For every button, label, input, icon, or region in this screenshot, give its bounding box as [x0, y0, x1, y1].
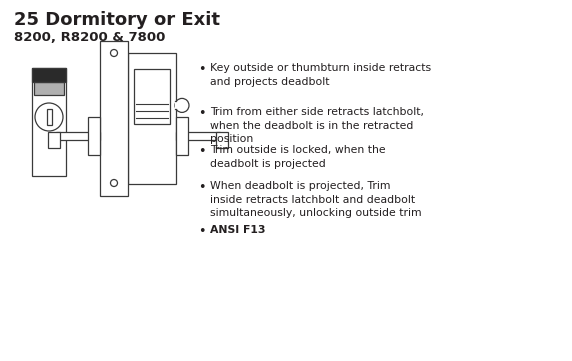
Bar — [48, 132, 60, 148]
Bar — [32, 68, 66, 176]
Bar — [34, 82, 64, 95]
Bar — [32, 68, 66, 82]
Text: 25 Dormitory or Exit: 25 Dormitory or Exit — [14, 11, 220, 29]
Circle shape — [35, 103, 63, 131]
Text: ANSI F13: ANSI F13 — [210, 225, 265, 235]
Text: 8200, R8200 & 7800: 8200, R8200 & 7800 — [14, 31, 165, 44]
Text: •: • — [198, 145, 205, 158]
Circle shape — [110, 179, 117, 187]
Text: Key outside or thumbturn inside retracts
and projects deadbolt: Key outside or thumbturn inside retracts… — [210, 63, 431, 87]
Text: •: • — [198, 181, 205, 194]
Bar — [56, 132, 100, 140]
Circle shape — [110, 49, 117, 57]
Text: •: • — [198, 107, 205, 120]
Bar — [176, 132, 220, 140]
Text: Trim outside is locked, when the
deadbolt is projected: Trim outside is locked, when the deadbol… — [210, 145, 386, 169]
Text: Trim from either side retracts latchbolt,
when the deadbolt is in the retracted
: Trim from either side retracts latchbolt… — [210, 107, 424, 144]
Bar — [216, 132, 228, 148]
Bar — [100, 41, 128, 196]
Bar — [128, 53, 176, 184]
Text: •: • — [198, 63, 205, 76]
Bar — [46, 109, 51, 125]
Circle shape — [175, 99, 189, 112]
Bar — [175, 101, 182, 109]
Bar — [134, 69, 170, 124]
Bar — [88, 117, 100, 155]
Bar — [32, 68, 66, 82]
Bar — [176, 117, 188, 155]
Text: When deadbolt is projected, Trim
inside retracts latchbolt and deadbolt
simultan: When deadbolt is projected, Trim inside … — [210, 181, 422, 218]
Text: •: • — [198, 225, 205, 238]
